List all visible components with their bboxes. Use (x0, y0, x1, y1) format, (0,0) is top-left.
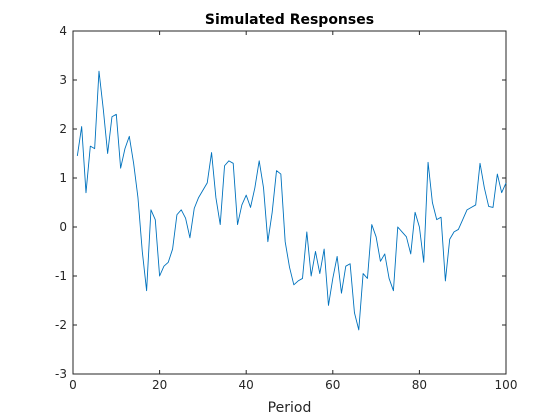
x-tick-label: 40 (239, 378, 254, 392)
y-tick-label: -1 (55, 269, 67, 283)
y-axis-ticks: -3 -2 -1 0 1 2 3 4 (55, 24, 506, 381)
x-tick-label: 0 (69, 378, 77, 392)
y-tick-label: 1 (59, 171, 67, 185)
y-tick-label: -3 (55, 367, 67, 381)
x-tick-label: 100 (495, 378, 518, 392)
chart-title: Simulated Responses (205, 12, 374, 28)
series-line (76, 70, 507, 331)
y-tick-label: 4 (59, 24, 67, 38)
y-tick-label: 3 (59, 73, 67, 87)
plot-area (72, 30, 507, 375)
y-tick-label: -2 (55, 318, 67, 332)
x-axis-label: Period (268, 400, 312, 416)
y-tick-label: 2 (59, 122, 67, 136)
x-tick-label: 20 (152, 378, 167, 392)
x-tick-label: 80 (412, 378, 427, 392)
y-tick-label: 0 (59, 220, 67, 234)
x-axis-ticks: 0 20 40 60 80 100 (69, 31, 517, 392)
x-tick-label: 60 (325, 378, 340, 392)
